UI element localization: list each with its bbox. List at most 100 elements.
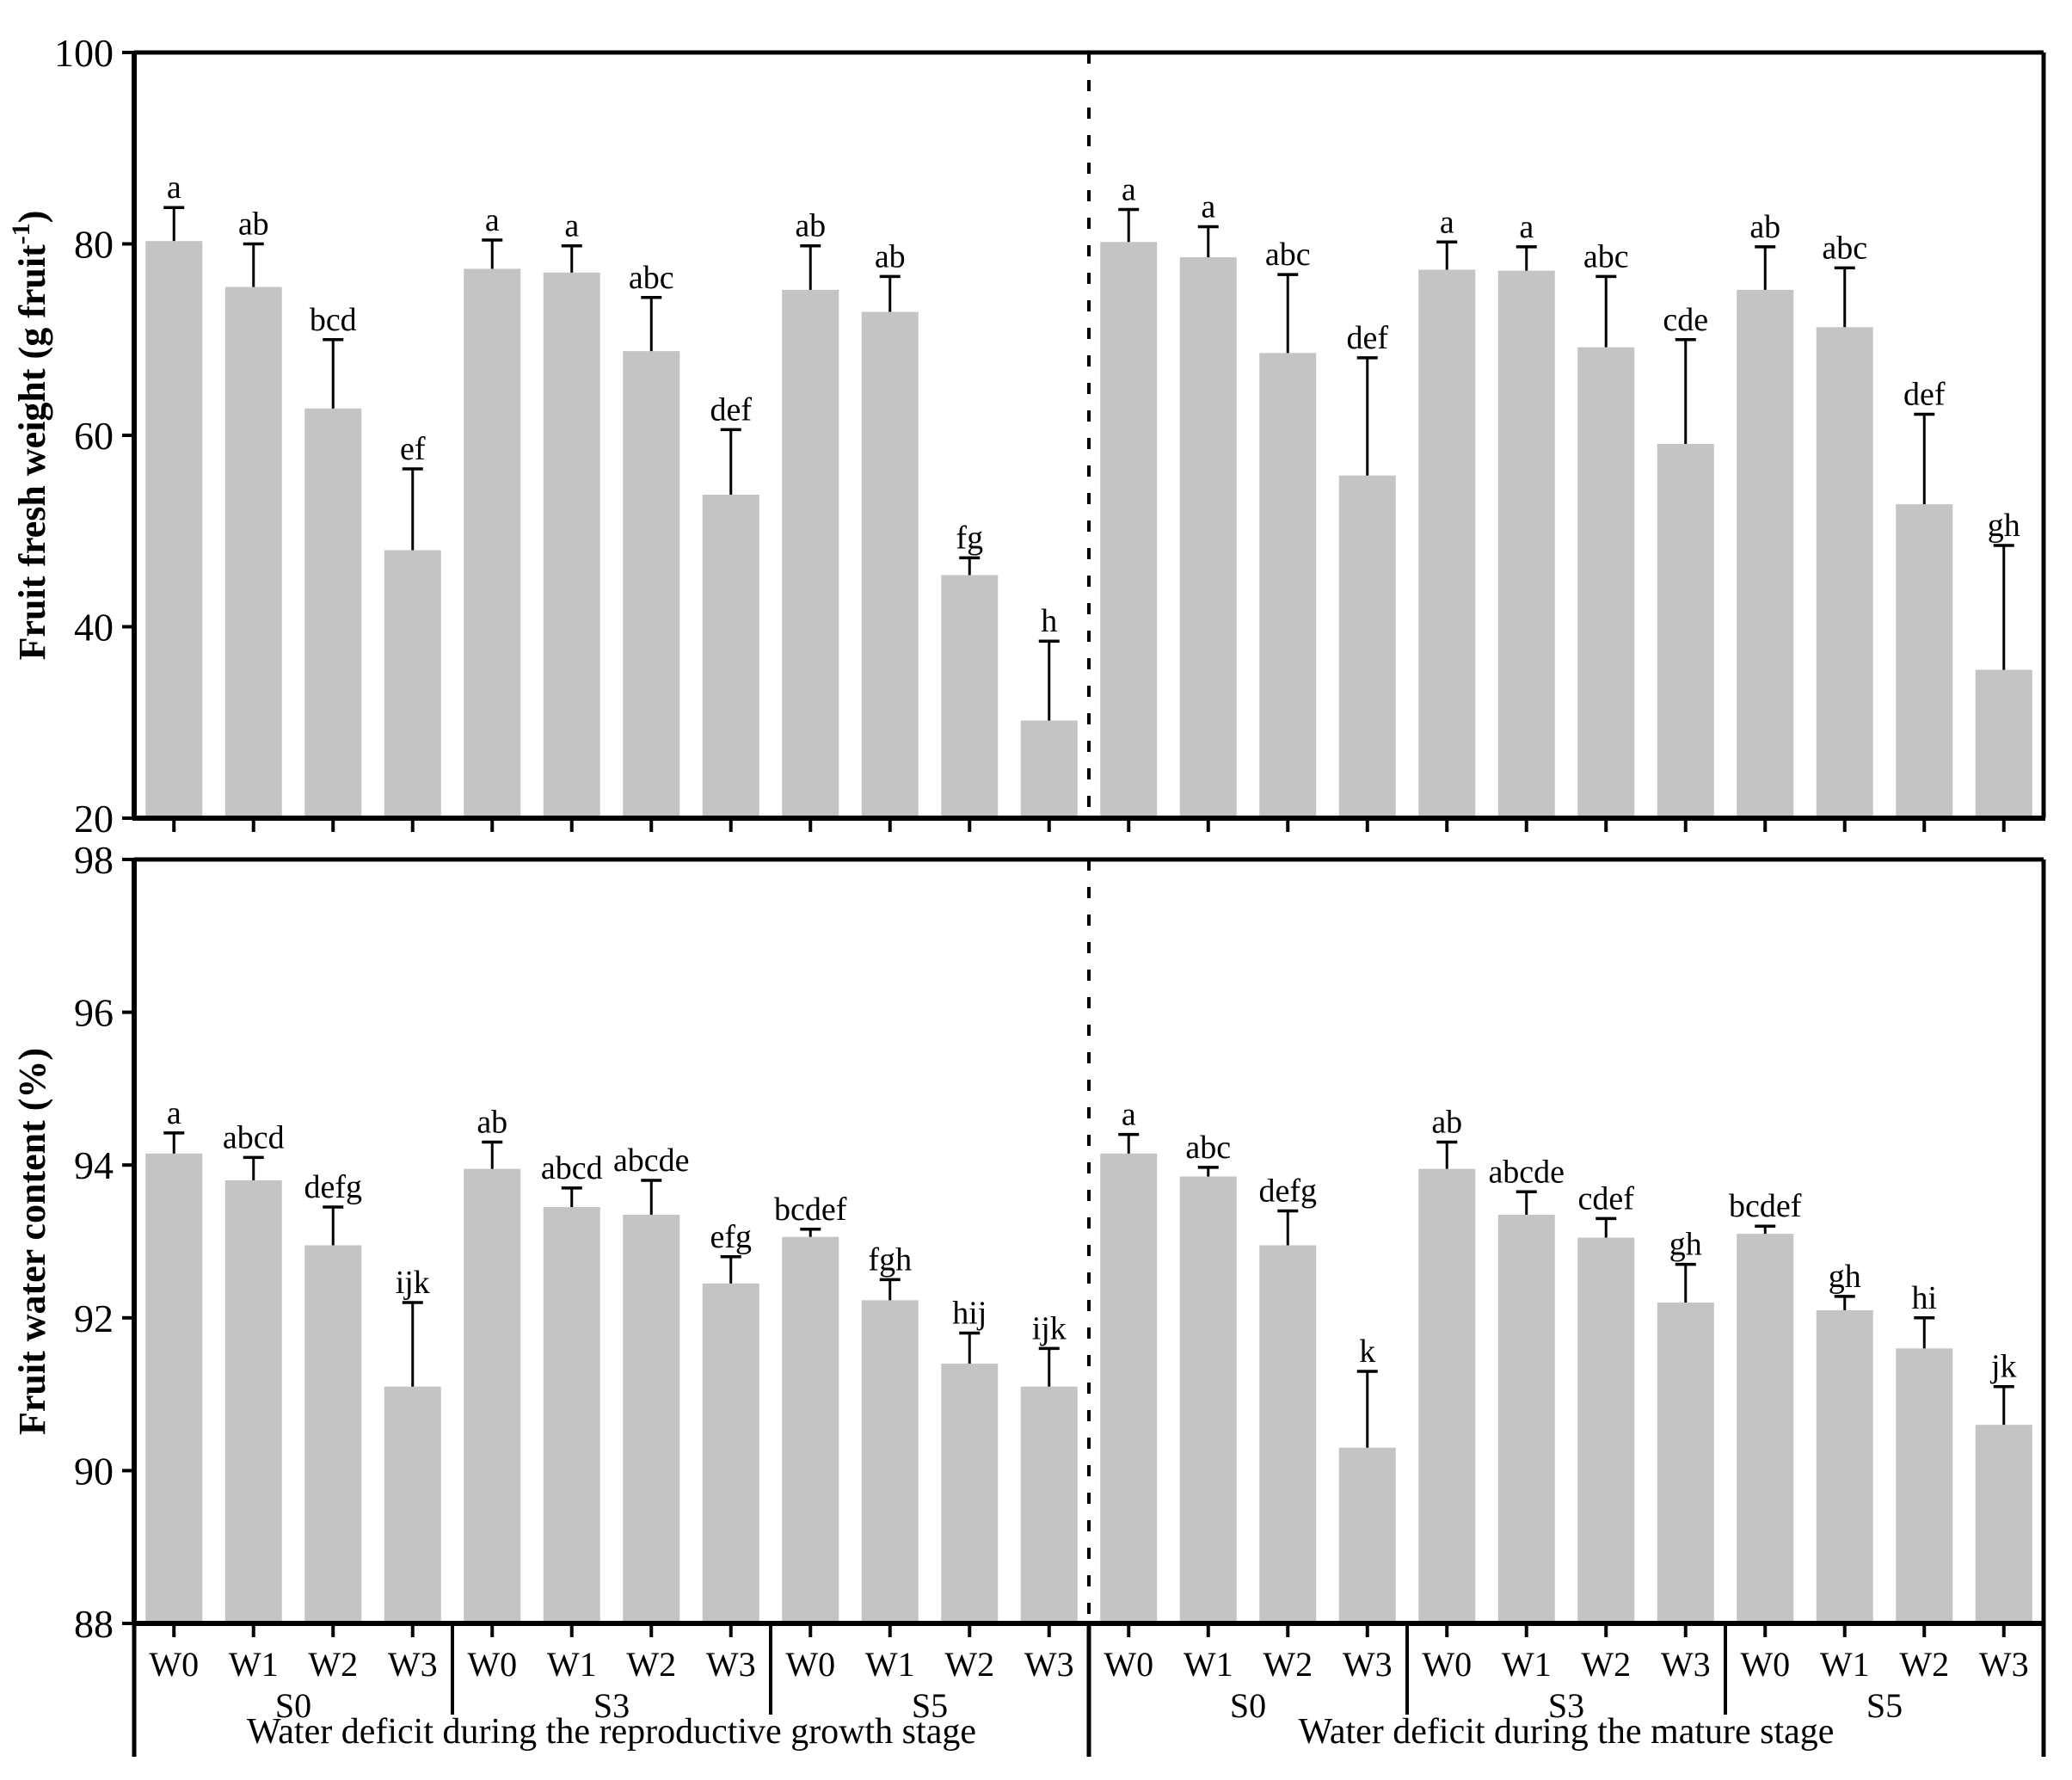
water-treatment-label: W3 [1343, 1645, 1393, 1684]
water-treatment-label: W2 [1899, 1645, 1949, 1684]
water-treatment-label: W1 [1502, 1645, 1552, 1684]
bar [543, 272, 600, 818]
y-tick-label: 80 [74, 223, 114, 267]
sig-letter: defg [1258, 1173, 1317, 1209]
salinity-group-label: S0 [275, 1686, 311, 1725]
bar [1179, 257, 1237, 818]
bar [224, 1179, 282, 1623]
bar [145, 241, 203, 819]
bar [464, 1168, 521, 1623]
y-tick-label: 90 [74, 1449, 114, 1493]
bar [702, 494, 759, 818]
bar [1338, 475, 1396, 818]
water-treatment-label: W1 [1184, 1645, 1233, 1684]
sig-letter: def [1903, 377, 1946, 413]
water-treatment-label: W0 [1422, 1645, 1472, 1684]
y-tick-label: 88 [74, 1602, 114, 1646]
bar [304, 1245, 362, 1623]
sig-letter: a [485, 202, 500, 238]
bar [145, 1153, 203, 1623]
sig-letter: ab [476, 1105, 507, 1141]
sig-letter: hij [952, 1296, 987, 1332]
water-treatment-label: W1 [865, 1645, 915, 1684]
sig-letter: ef [400, 431, 426, 467]
water-treatment-label: W2 [1581, 1645, 1631, 1684]
water-treatment-label: W3 [1661, 1645, 1711, 1684]
bar [782, 289, 839, 818]
sig-letter: a [1122, 1097, 1136, 1133]
y-axis-title: Fruit fresh weight (g fruit-1) [7, 211, 53, 661]
bar [464, 268, 521, 818]
y-tick-label: 100 [54, 31, 114, 75]
sig-letter: ab [1749, 209, 1780, 245]
bar [1179, 1176, 1237, 1623]
sig-letter: abc [629, 260, 674, 296]
sig-letter: abc [1185, 1130, 1231, 1166]
y-tick-label: 20 [74, 797, 114, 841]
bar [1020, 720, 1078, 818]
water-treatment-label: W0 [1104, 1645, 1153, 1684]
sig-letter: ijk [1032, 1310, 1067, 1346]
sig-letter: fgh [868, 1241, 912, 1278]
sig-letter: abc [1822, 230, 1867, 266]
bar [623, 351, 680, 819]
water-treatment-label: W1 [1820, 1645, 1870, 1684]
sig-letter: cdef [1578, 1180, 1635, 1216]
sig-letter: abcde [1488, 1154, 1565, 1190]
sig-letter: def [710, 391, 752, 428]
bar [702, 1283, 759, 1623]
sig-letter: ab [1431, 1105, 1462, 1141]
water-treatment-label: W3 [1024, 1645, 1074, 1684]
sig-letter: k [1359, 1333, 1375, 1370]
bar [224, 286, 282, 818]
water-treatment-label: W0 [467, 1645, 517, 1684]
sig-letter: ab [238, 206, 269, 243]
sig-letter: fg [956, 520, 983, 556]
sig-letter: a [167, 169, 181, 206]
bar [304, 408, 362, 818]
water-treatment-label: W1 [229, 1645, 279, 1684]
bar [1020, 1386, 1078, 1623]
sig-letter: bcdef [774, 1192, 847, 1228]
salinity-group-label: S0 [1230, 1686, 1266, 1725]
bar [1338, 1447, 1396, 1623]
bar [782, 1236, 839, 1623]
sig-letter: efg [710, 1219, 752, 1255]
bar [1975, 1425, 2032, 1623]
water-treatment-label: W0 [1740, 1645, 1790, 1684]
sig-letter: abcd [541, 1150, 603, 1186]
sig-letter: gh [1829, 1259, 1861, 1295]
bar [1975, 669, 2032, 818]
sig-letter: defg [304, 1169, 362, 1205]
sig-letter: gh [1988, 508, 2020, 544]
water-treatment-label: W3 [706, 1645, 756, 1684]
bar [1657, 444, 1714, 818]
sig-letter: bcdef [1729, 1188, 1802, 1224]
bar [1737, 289, 1794, 818]
bar [1497, 1214, 1555, 1623]
water-treatment-label: W2 [1263, 1645, 1313, 1684]
stage-caption: Water deficit during the reproductive gr… [247, 1712, 976, 1752]
water-treatment-label: W2 [626, 1645, 676, 1684]
salinity-group-label: S5 [1866, 1686, 1903, 1725]
sig-letter: ijk [396, 1265, 430, 1301]
y-tick-label: 92 [74, 1297, 114, 1340]
bar [1816, 1309, 1873, 1623]
bar [543, 1207, 600, 1623]
bar [1497, 270, 1555, 818]
sig-letter: a [564, 208, 579, 244]
bar [861, 1300, 919, 1623]
sig-letter: abc [1265, 237, 1311, 273]
bar [1577, 347, 1635, 818]
bar [384, 550, 441, 818]
bar [1657, 1303, 1714, 1623]
sig-letter: a [167, 1095, 181, 1131]
salinity-group-label: S5 [912, 1686, 948, 1725]
bar [384, 1386, 441, 1623]
bar [861, 311, 919, 818]
bar [1737, 1234, 1794, 1623]
bar [1100, 1153, 1158, 1623]
sig-letter: def [1346, 320, 1388, 356]
water-treatment-label: W2 [944, 1645, 994, 1684]
